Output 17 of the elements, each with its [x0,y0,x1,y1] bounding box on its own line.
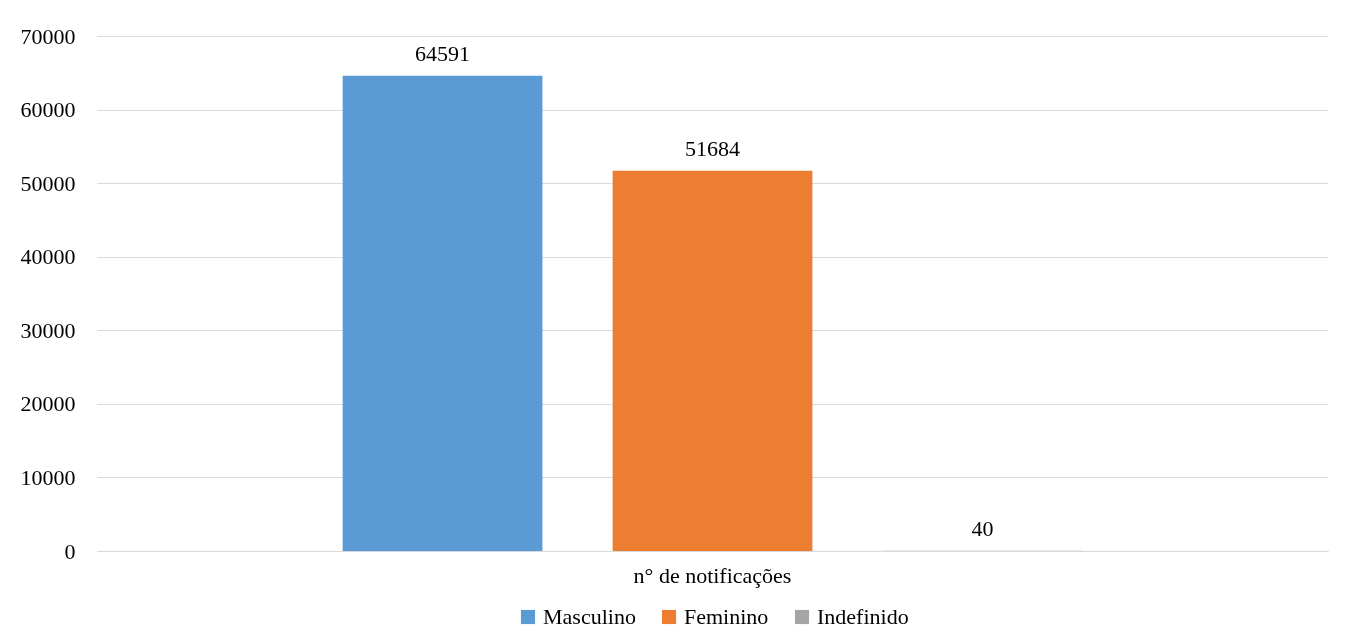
x-tick-label: n° de notificações [633,562,792,588]
legend-label: Indefinido [817,604,909,629]
data-label: 64591 [415,40,471,66]
y-tick-label: 70000 [20,23,76,49]
y-tick-label: 40000 [20,244,76,270]
data-label: 40 [971,515,994,541]
y-tick-label: 20000 [20,391,76,417]
y-tick-label: 0 [64,538,76,564]
bar [342,75,543,551]
legend-label: Feminino [684,604,769,629]
y-tick-label: 50000 [20,170,76,196]
y-tick-label: 10000 [20,464,76,490]
y-tick-label: 30000 [20,317,76,343]
y-tick-label: 60000 [20,97,76,123]
legend-label: Masculino [543,604,636,629]
data-label: 51684 [685,135,740,161]
bar [612,170,813,551]
